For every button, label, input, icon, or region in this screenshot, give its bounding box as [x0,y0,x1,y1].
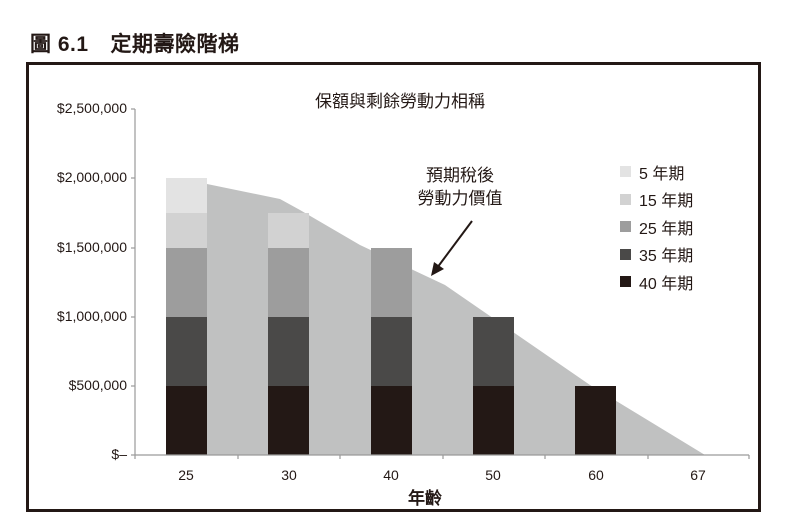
bar-age-50 [473,317,514,455]
y-tick-label: $1,000,000 [56,308,127,324]
y-axis [131,108,136,456]
legend-item-25yr: 25 年期 [620,213,693,241]
x-tick-label: 25 [178,467,194,483]
bar-age-60 [575,386,616,455]
figure-title: 圖 6.1 定期壽險階梯 [30,28,240,58]
legend-item-35yr: 35 年期 [620,241,693,269]
annotation-line-2: 勞動力價值 [417,189,503,208]
figure-caption: 定期壽險階梯 [110,33,240,56]
bar-age-30 [268,213,309,455]
y-tick-label: $1,500,000 [56,239,127,255]
legend-label: 25 年期 [639,220,694,238]
legend-swatch-icon [620,193,631,205]
legend-label: 5 年期 [639,165,685,183]
y-tick-label: $– [111,446,127,462]
x-axis [134,454,750,459]
legend-item-40yr: 40 年期 [620,268,693,296]
legend-item-15yr: 15 年期 [620,186,693,214]
legend-swatch-icon [620,276,631,288]
chart-frame [26,62,761,512]
x-tick-label: 40 [383,467,399,483]
annotation-arrow [431,220,473,276]
legend-swatch-icon [620,221,631,233]
annotation-label: 預期稅後 勞動力價值 [400,164,520,210]
legend: 5 年期 15 年期 25 年期 35 年期 40 年期 [620,158,693,296]
figure-label: 圖 6.1 [30,33,89,56]
legend-swatch-icon [620,248,631,260]
y-tick-label: $2,000,000 [56,169,127,185]
x-axis-label: 年齡 [408,489,442,508]
y-tick-label: $2,500,000 [56,100,127,116]
x-tick-label: 50 [485,467,501,483]
bar-age-25 [166,178,207,455]
chart-title: 保額與剩餘勞動力相稱 [315,92,485,111]
x-tick-label: 60 [588,467,604,483]
legend-label: 15 年期 [639,193,694,211]
legend-swatch-icon [620,166,631,178]
legend-label: 40 年期 [639,275,694,293]
x-tick-label: 30 [281,467,297,483]
legend-item-5yr: 5 年期 [620,158,693,186]
legend-label: 35 年期 [639,248,694,266]
x-tick-label: 67 [690,467,706,483]
annotation-line-1: 預期稅後 [426,166,494,185]
y-tick-label: $500,000 [68,377,127,393]
bar-age-40 [371,248,412,455]
